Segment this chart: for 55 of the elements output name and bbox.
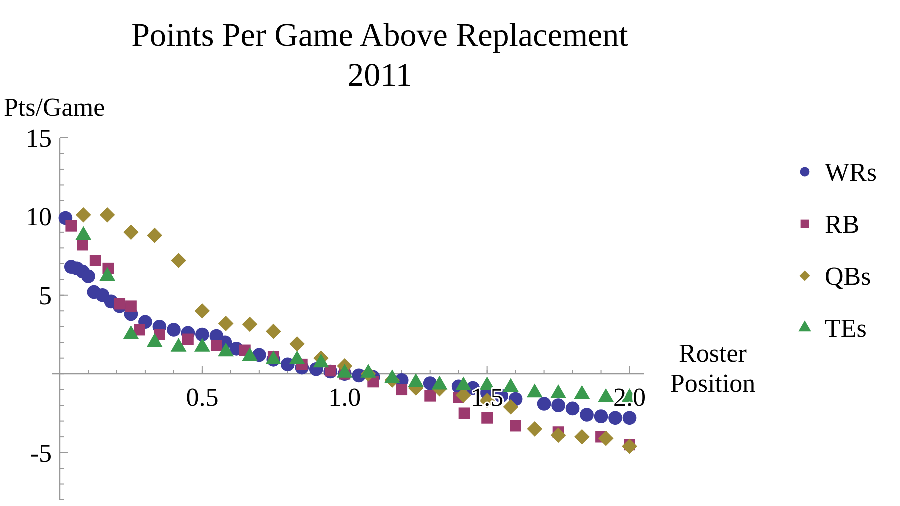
point [266,324,282,340]
chart-subtitle: 2011 [348,58,412,94]
y-tick-label: 10 [26,202,52,232]
legend-label: QBs [825,262,872,291]
point [171,253,186,268]
x-tick-label: 1.0 [328,383,362,412]
point [167,323,181,337]
point [550,428,566,444]
point [424,390,436,402]
point [194,303,210,319]
y-tick-label: 15 [26,124,52,153]
y-tick-label: 5 [39,281,52,310]
point [100,207,116,223]
point [290,336,305,352]
point [396,384,408,396]
chart-title: Points Per Game Above Replacement [132,18,628,54]
point [242,316,258,332]
point [580,408,594,422]
point [82,270,96,284]
point [552,398,566,412]
point [622,438,638,454]
x-tick-label: 0.5 [186,383,219,412]
legend-label: TEs [825,314,867,343]
point [503,399,519,415]
point [537,397,552,411]
y-axis-title: Pts/Game [4,93,106,122]
point [510,420,522,432]
y-tick-label: -5 [30,438,52,468]
point [210,340,222,352]
point [124,224,139,240]
point [218,316,234,332]
point [527,422,543,437]
point [566,402,580,416]
point [594,410,608,424]
x-tick-label: 2.0 [614,383,646,412]
point [608,411,622,426]
point [90,255,102,266]
legend-label: RB [825,210,860,239]
x-tick-label: 1.5 [471,383,504,412]
point [574,429,590,445]
point [114,298,126,310]
point [66,220,78,232]
x-axis-title: Roster Position [670,339,756,398]
point [77,239,88,251]
point [598,430,614,446]
point [482,412,494,424]
point [76,207,92,223]
point [134,324,146,336]
point [196,328,210,342]
point [458,408,470,420]
point [147,228,163,244]
point [126,300,137,312]
legend-label: WRs [825,158,877,187]
point [622,411,637,426]
point [182,334,194,346]
